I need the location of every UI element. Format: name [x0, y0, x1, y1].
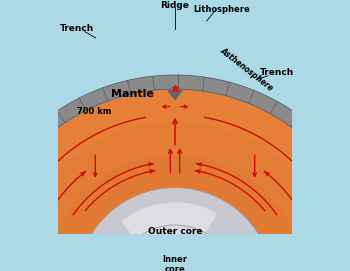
Polygon shape	[337, 182, 350, 239]
Text: Mantle: Mantle	[111, 89, 154, 99]
Text: Ridge: Ridge	[161, 1, 189, 10]
Wedge shape	[44, 155, 306, 271]
Text: Outer core: Outer core	[148, 227, 202, 236]
Wedge shape	[0, 75, 350, 271]
Circle shape	[77, 188, 273, 271]
Text: Inner
core: Inner core	[162, 255, 188, 271]
Wedge shape	[11, 122, 339, 271]
Text: Asthenosphere: Asthenosphere	[218, 46, 275, 92]
Text: 700 km: 700 km	[77, 107, 111, 116]
Text: Trench: Trench	[260, 68, 294, 77]
Polygon shape	[0, 75, 350, 271]
Text: Lithosphere: Lithosphere	[194, 5, 250, 14]
Text: Trench: Trench	[60, 24, 94, 33]
Polygon shape	[168, 90, 182, 100]
Wedge shape	[0, 87, 350, 271]
Wedge shape	[121, 202, 217, 271]
Wedge shape	[149, 240, 201, 271]
Circle shape	[114, 225, 236, 271]
Polygon shape	[0, 182, 13, 239]
